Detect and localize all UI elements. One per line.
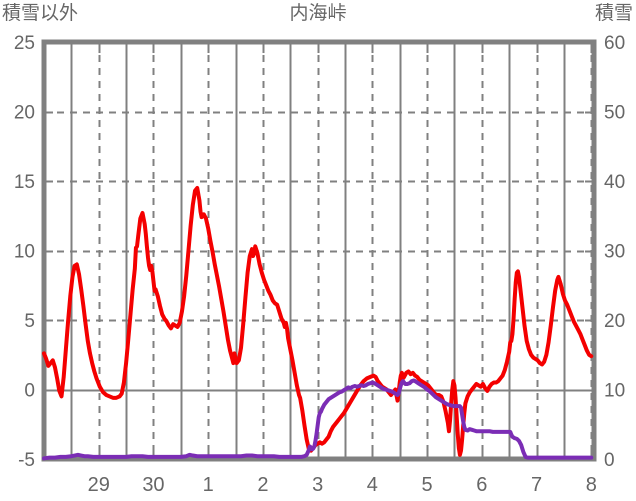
left-axis-tick-label: 10 xyxy=(14,242,35,263)
right-axis-tick-label: 10 xyxy=(604,381,625,402)
right-axis-tick-label: 60 xyxy=(604,33,625,54)
x-axis-labels: 29 30 1 2 3 4 5 6 7 8 xyxy=(88,474,597,496)
right-axis-tick-label: 20 xyxy=(604,311,625,332)
left-axis-tick-label: 5 xyxy=(24,311,35,332)
right-axis-title: 積雪 xyxy=(594,3,633,24)
right-axis-tick-label: 0 xyxy=(604,450,615,471)
series-lines xyxy=(42,185,594,461)
x-axis-tick-label: 2 xyxy=(257,474,268,496)
series-line-2 xyxy=(42,378,594,461)
x-axis-tick-label: 1 xyxy=(203,474,214,496)
left-axis-tick-label: 15 xyxy=(14,172,35,193)
right-axis-labels: 0 10 20 30 40 50 60 xyxy=(604,33,625,471)
chart-title: 内海峠 xyxy=(289,3,347,24)
left-axis-labels: -5 0 5 10 15 20 25 xyxy=(14,33,35,471)
right-axis-tick-label: 40 xyxy=(604,172,625,193)
gridlines xyxy=(44,42,594,459)
plot-frame xyxy=(41,39,597,462)
x-axis-tick-label: 8 xyxy=(586,474,597,496)
x-axis-tick-label: 3 xyxy=(312,474,323,496)
left-axis-tick-label: 20 xyxy=(14,103,35,124)
x-axis-tick-label: 30 xyxy=(142,474,164,496)
left-axis-title: 積雪以外 xyxy=(2,3,79,24)
x-axis-tick-label: 6 xyxy=(476,474,487,496)
x-axis-tick-label: 29 xyxy=(88,474,110,496)
right-axis-tick-label: 50 xyxy=(604,103,625,124)
x-axis-tick-label: 4 xyxy=(367,474,378,496)
right-axis-tick-label: 30 xyxy=(604,242,625,263)
x-axis-tick-label: 5 xyxy=(422,474,433,496)
left-axis-tick-label: -5 xyxy=(18,450,35,471)
left-axis-tick-label: 25 xyxy=(14,33,35,54)
left-axis-tick-label: 0 xyxy=(24,381,35,402)
series-line-1 xyxy=(42,185,594,457)
x-axis-tick-label: 7 xyxy=(531,474,542,496)
